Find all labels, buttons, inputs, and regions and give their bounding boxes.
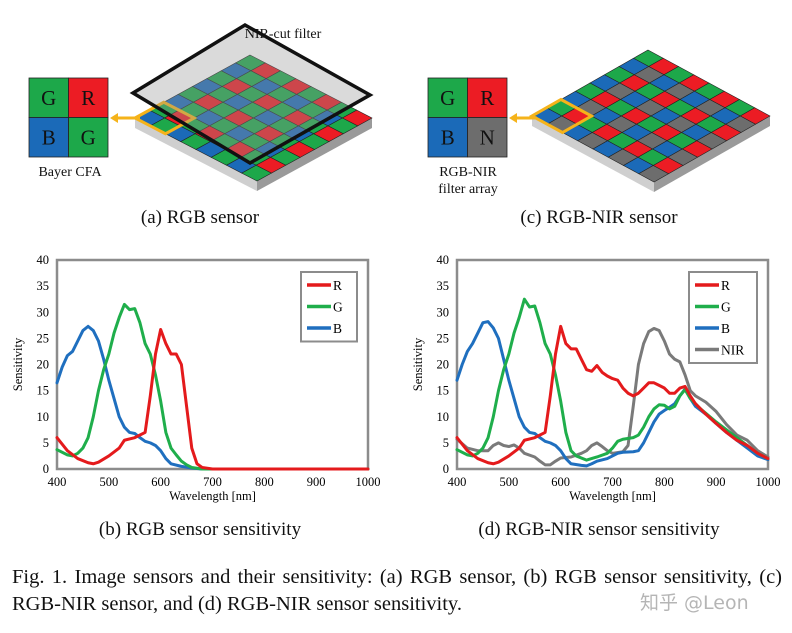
legend-label: G [333, 300, 343, 315]
x-tick-label: 500 [499, 475, 518, 489]
x-tick-label: 500 [99, 475, 118, 489]
legend-label: G [721, 300, 731, 315]
cfa-cell-R [68, 77, 109, 118]
cfa-cell-N [467, 117, 508, 158]
series-line-R [55, 327, 370, 471]
y-axis-label: Sensitivity [11, 337, 25, 391]
x-tick-label: 700 [603, 475, 622, 489]
x-tick-label: 700 [203, 475, 222, 489]
cfa-cell-B [28, 117, 69, 158]
y-tick-label: 40 [437, 253, 450, 267]
rgb-nir-sensor-grid [528, 49, 771, 192]
cfa-cell-label: B [42, 125, 56, 149]
cfa-cell-label: R [480, 86, 494, 110]
y-tick-label: 10 [437, 410, 450, 424]
sensor-illustrations: G RB G G RB N [28, 22, 771, 192]
y-tick-label: 5 [43, 436, 49, 450]
rgb-sensitivity-chart: 0 5 10 15 20 25 30 35 40 400 500 600 700 800 900 1000 Wa… [11, 253, 381, 503]
watermark: 知乎 @Leon [640, 592, 749, 614]
x-tick-label: 900 [707, 475, 726, 489]
pixel-N [638, 165, 670, 183]
rgb-nir-sensitivity-chart: 0 5 10 15 20 25 30 35 40 400 500 600 700 800 900 1000 Wa… [411, 253, 781, 503]
series-line-B [55, 324, 370, 471]
legend-label: R [333, 278, 342, 293]
x-tick-label: 400 [48, 475, 67, 489]
y-tick-label: 30 [37, 305, 50, 319]
y-tick-label: 35 [37, 279, 50, 293]
nir-cut-filter-label: NIR-cut filter [244, 27, 322, 42]
y-tick-label: 0 [443, 462, 449, 476]
x-axis-label: Wavelength [nm] [169, 489, 256, 503]
y-tick-label: 20 [437, 358, 450, 372]
caption-a: (a) RGB sensor [140, 207, 260, 228]
cfa-cell-G [28, 77, 69, 118]
x-tick-label: 800 [655, 475, 674, 489]
cfa-cell-label: G [440, 86, 455, 110]
series-line-NIR [455, 326, 770, 467]
x-tick-label: 1000 [756, 475, 781, 489]
cfa-cell-label: R [81, 86, 95, 110]
y-tick-label: 35 [437, 279, 450, 293]
cfa-cell-G [427, 77, 468, 118]
legend-label: B [721, 321, 730, 336]
caption-d: (d) RGB-NIR sensor sensitivity [478, 519, 720, 540]
sensor-side [257, 118, 372, 191]
y-tick-label: 20 [37, 358, 50, 372]
cfa-cell-G [68, 117, 109, 158]
y-tick-label: 30 [437, 305, 450, 319]
sensor-side [135, 118, 257, 191]
y-tick-label: 0 [43, 462, 49, 476]
x-tick-label: 600 [551, 475, 570, 489]
x-axis-label: Wavelength [nm] [569, 489, 656, 503]
sensor-side [654, 116, 770, 192]
legend-label: B [333, 321, 342, 336]
rgb-nir-cfa-label-1: RGB-NIR [439, 165, 497, 180]
x-tick-label: 1000 [356, 475, 381, 489]
x-tick-label: 900 [307, 475, 326, 489]
y-tick-label: 10 [37, 410, 50, 424]
cfa-cell-label: G [81, 125, 96, 149]
nir-cut-filter [129, 22, 374, 166]
figure-caption: Fig. 1. Image sensors and their sensitiv… [12, 566, 782, 615]
bayer-cfa-box: G RB G [28, 77, 109, 158]
legend-label: NIR [721, 343, 744, 358]
cfa-cell-label: B [441, 125, 455, 149]
rgb-nir-cfa-box: G R B N [427, 77, 508, 158]
cfa-cell-B [427, 117, 468, 158]
series-line-R [455, 324, 770, 466]
plot-frame [455, 258, 770, 471]
bayer-cfa-label: Bayer CFA [38, 165, 102, 180]
series-line-G [55, 302, 370, 471]
y-tick-label: 5 [443, 436, 449, 450]
cfa-cell-label: N [480, 125, 495, 149]
x-tick-label: 600 [151, 475, 170, 489]
pixel-G [241, 164, 273, 182]
cfa-highlight [131, 100, 198, 136]
sensor-side [532, 116, 654, 192]
arrow-icon [110, 113, 537, 123]
caption-c: (c) RGB-NIR sensor [520, 207, 678, 228]
y-tick-label: 15 [37, 384, 50, 398]
caption-b: (b) RGB sensor sensitivity [98, 519, 302, 540]
cfa-cell-label: G [41, 86, 56, 110]
y-tick-label: 25 [37, 331, 50, 345]
legend-label: R [721, 278, 730, 293]
y-axis-label: Sensitivity [411, 337, 425, 391]
cfa-highlight [528, 97, 595, 135]
y-tick-label: 40 [37, 253, 50, 267]
y-tick-label: 25 [437, 331, 450, 345]
x-tick-label: 800 [255, 475, 274, 489]
y-tick-label: 15 [437, 384, 450, 398]
x-tick-label: 400 [448, 475, 467, 489]
rgb-nir-cfa-label-2: filter array [438, 182, 498, 197]
